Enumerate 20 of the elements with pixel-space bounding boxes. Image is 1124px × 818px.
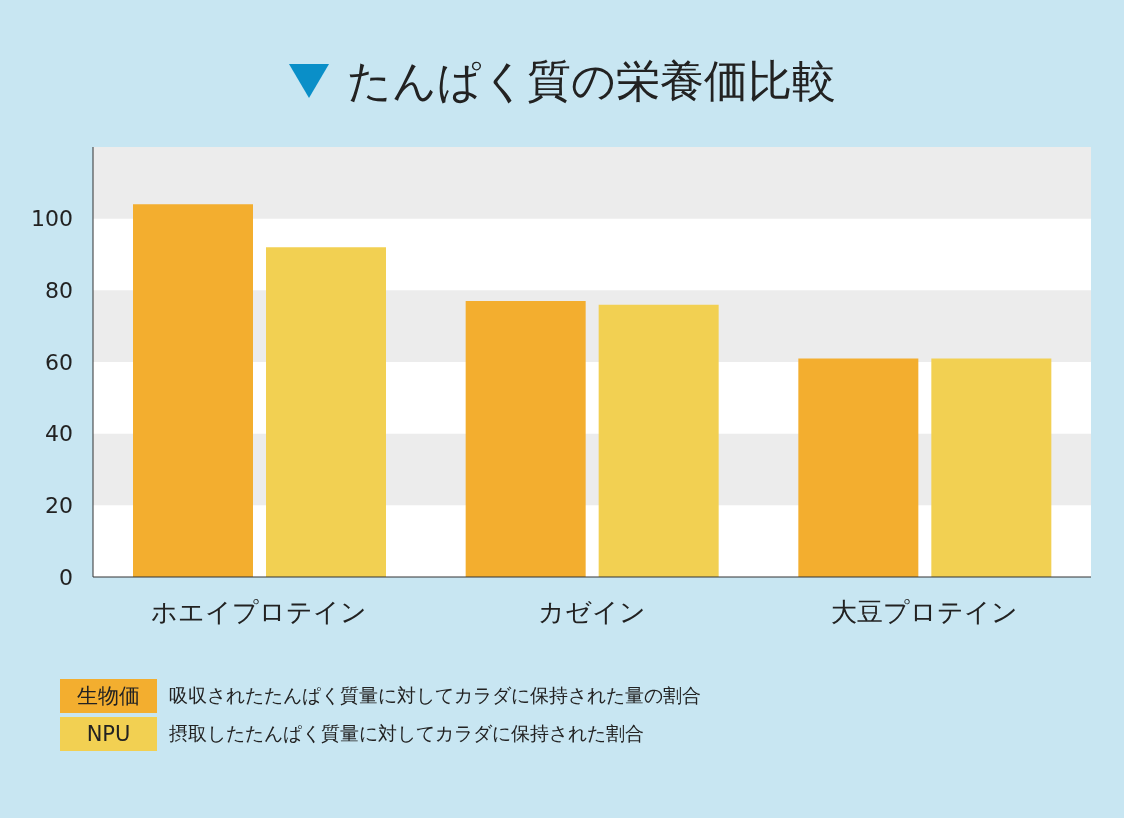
text: 摂取したたんぱく質量に対してカラダに保持された割合 <box>169 721 644 746</box>
bar <box>266 247 386 577</box>
text: NPU <box>60 717 157 751</box>
y-tick-label: 60 <box>45 349 73 375</box>
y-tick-label: 40 <box>45 421 73 447</box>
x-tick-label: カゼイン <box>538 597 646 628</box>
text: 吸収されたたんぱく質量に対してカラダに保持された量の割合 <box>169 683 701 708</box>
bar <box>931 358 1052 577</box>
x-tick-label: ホエイプロテイン <box>151 597 368 628</box>
x-tick-label: 大豆プロテイン <box>831 597 1019 628</box>
chart-title: たんぱく質の栄養価比較 <box>346 54 836 108</box>
bar <box>598 304 719 577</box>
y-tick-label: 20 <box>45 493 73 519</box>
bar <box>133 204 253 577</box>
y-tick-label: 100 <box>31 206 73 232</box>
y-tick-label: 80 <box>45 278 73 304</box>
bar <box>465 301 586 577</box>
y-tick-label: 0 <box>59 564 73 590</box>
text: 生物価 <box>60 679 157 713</box>
bar <box>798 358 919 577</box>
